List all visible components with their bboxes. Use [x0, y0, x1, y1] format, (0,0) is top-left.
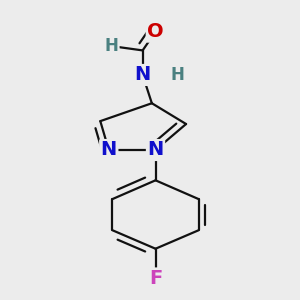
- Text: H: H: [171, 66, 184, 84]
- Text: O: O: [147, 22, 164, 41]
- Text: N: N: [101, 140, 117, 160]
- Text: N: N: [134, 65, 151, 84]
- Text: H: H: [104, 37, 118, 55]
- Text: N: N: [147, 140, 164, 160]
- Text: F: F: [149, 269, 162, 288]
